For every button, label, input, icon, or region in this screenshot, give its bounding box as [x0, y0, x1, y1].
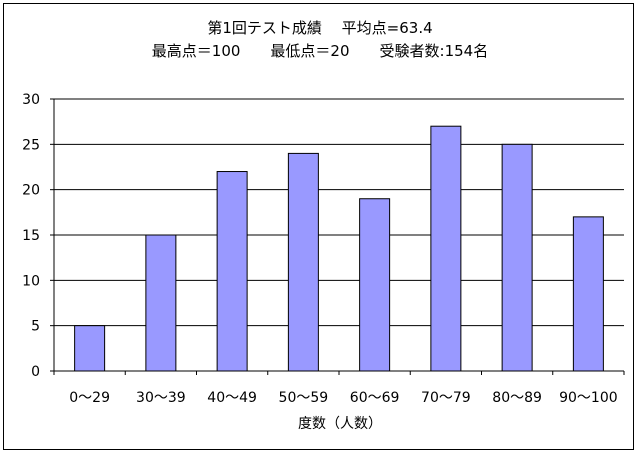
bar — [145, 234, 177, 372]
y-tick-label: 20 — [22, 183, 40, 199]
bar — [216, 171, 248, 372]
bar — [430, 125, 462, 372]
y-tick-label: 10 — [22, 273, 40, 289]
bar — [74, 325, 106, 372]
y-tick-label: 30 — [22, 92, 40, 108]
y-tick-label: 5 — [31, 319, 40, 335]
x-tick-label: 50〜59 — [279, 390, 329, 406]
bars — [74, 125, 604, 372]
x-tick-labels: 0〜29 30〜39 40〜49 50〜59 60〜69 70〜79 80〜89 90〜100 — [69, 390, 617, 406]
axes — [50, 98, 625, 375]
y-tick-label: 25 — [22, 137, 40, 153]
gridlines — [54, 98, 624, 327]
bar — [359, 198, 391, 372]
x-tick-label: 80〜89 — [492, 390, 542, 406]
bar — [287, 152, 319, 372]
chart-title-line2: 最高点＝100 最低点＝20 受験者数:154名 — [151, 42, 489, 60]
y-tick-labels: 0 5 10 15 20 25 30 — [22, 92, 40, 380]
x-tick-label: 60〜69 — [350, 390, 400, 406]
bar — [501, 143, 533, 372]
x-tick-label: 0〜29 — [69, 390, 110, 406]
bar — [572, 216, 604, 372]
x-tick-label: 30〜39 — [136, 390, 186, 406]
x-tick-label: 90〜100 — [559, 390, 618, 406]
x-axis-label: 度数（人数） — [298, 416, 382, 432]
y-tick-label: 15 — [22, 228, 40, 244]
y-tick-label: 0 — [31, 364, 40, 380]
x-tick-label: 70〜79 — [421, 390, 471, 406]
x-tick-label: 40〜49 — [207, 390, 257, 406]
chart-title-line1: 第1回テスト成績 平均点=63.4 — [207, 19, 433, 37]
